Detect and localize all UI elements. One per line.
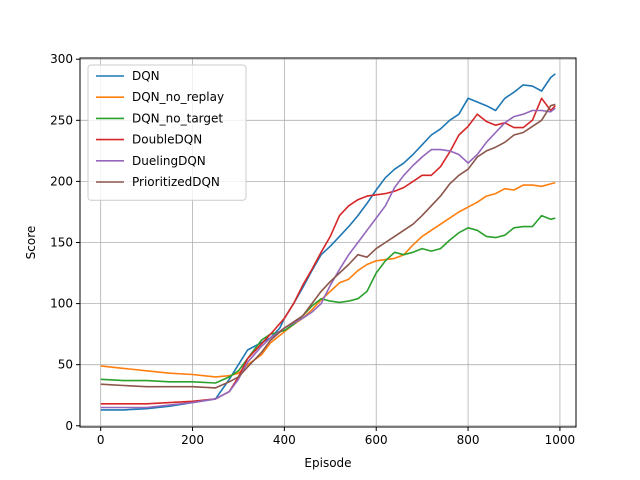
y-axis-label: Score: [24, 226, 38, 260]
legend-entry: DQN_no_target: [132, 111, 223, 125]
x-tick-label: 800: [457, 433, 480, 447]
x-axis-ticks: 0 200 400 600 800 1000: [97, 427, 575, 447]
x-axis-label: Episode: [304, 456, 351, 470]
legend-entry: DuelingDQN: [132, 154, 206, 168]
legend: DQN DQN_no_replay DQN_no_target DoubleDQN Du…: [87, 64, 247, 201]
y-axis-ticks: 0 50 100 150 200 250 300: [50, 52, 80, 433]
y-tick-label: 250: [50, 113, 73, 127]
legend-entry: DQN: [132, 69, 160, 83]
legend-entry: PrioritizedDQN: [132, 175, 220, 189]
x-tick-label: 0: [97, 433, 105, 447]
x-tick-label: 200: [181, 433, 204, 447]
y-tick-label: 0: [65, 419, 73, 433]
series-line-duelingdqn: [100, 107, 556, 409]
series-line-dqn-no-target: [100, 214, 556, 384]
legend-box: [87, 64, 247, 201]
y-tick-label: 100: [50, 297, 73, 311]
y-tick-label: 300: [50, 52, 73, 66]
series-line-prioritizeddqn: [100, 103, 556, 389]
legend-entry: DQN_no_replay: [132, 90, 224, 104]
series-line-dqn: [100, 73, 556, 411]
series-line-dqn-no-replay: [100, 181, 556, 378]
x-tick-label: 600: [365, 433, 388, 447]
y-tick-label: 150: [50, 236, 73, 250]
legend-entry: DoubleDQN: [132, 133, 202, 147]
x-tick-label: 400: [273, 433, 296, 447]
series-line-doubledqn: [100, 97, 556, 405]
y-tick-label: 50: [58, 358, 73, 372]
series-lines: [100, 73, 556, 411]
x-tick-label: 1000: [545, 433, 576, 447]
y-tick-label: 200: [50, 174, 73, 188]
